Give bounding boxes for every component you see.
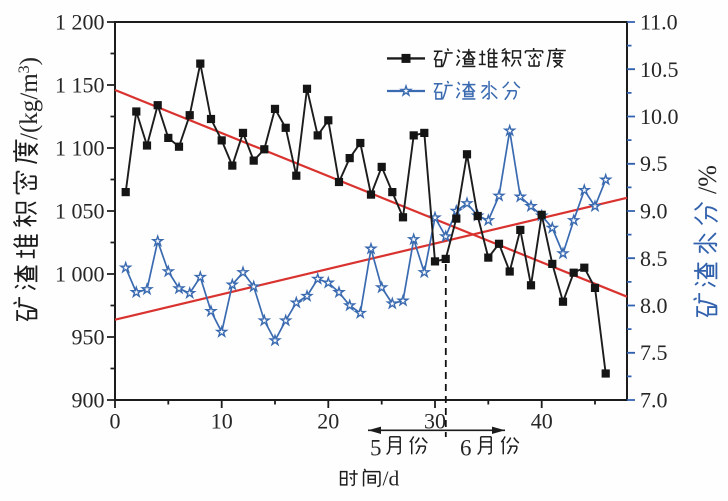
svg-text:/%: /% [693, 165, 722, 194]
svg-text:5: 5 [370, 436, 382, 461]
svg-text:1 150: 1 150 [55, 73, 105, 98]
svg-text:1 050: 1 050 [55, 199, 105, 224]
svg-text:1 100: 1 100 [55, 136, 105, 161]
svg-text:/d: /d [383, 467, 400, 491]
svg-text:1 000: 1 000 [55, 262, 105, 287]
svg-text:8.5: 8.5 [640, 246, 668, 271]
svg-text:9.5: 9.5 [640, 151, 668, 176]
svg-text:30: 30 [424, 409, 446, 434]
svg-text:10: 10 [211, 409, 233, 434]
svg-text:1 200: 1 200 [55, 10, 105, 35]
svg-text:0: 0 [110, 409, 121, 434]
svg-text:6: 6 [460, 436, 472, 461]
svg-text:950: 950 [72, 325, 105, 350]
svg-text:900: 900 [72, 388, 105, 413]
svg-text:9.0: 9.0 [640, 199, 668, 224]
svg-text:20: 20 [317, 409, 339, 434]
svg-text:7.0: 7.0 [640, 388, 668, 413]
svg-text:11.0: 11.0 [640, 10, 678, 35]
svg-text:7.5: 7.5 [640, 340, 668, 365]
svg-text:8.0: 8.0 [640, 293, 668, 318]
svg-text:10.5: 10.5 [640, 57, 679, 82]
svg-text:10.0: 10.0 [640, 104, 679, 129]
svg-text:40: 40 [531, 409, 553, 434]
